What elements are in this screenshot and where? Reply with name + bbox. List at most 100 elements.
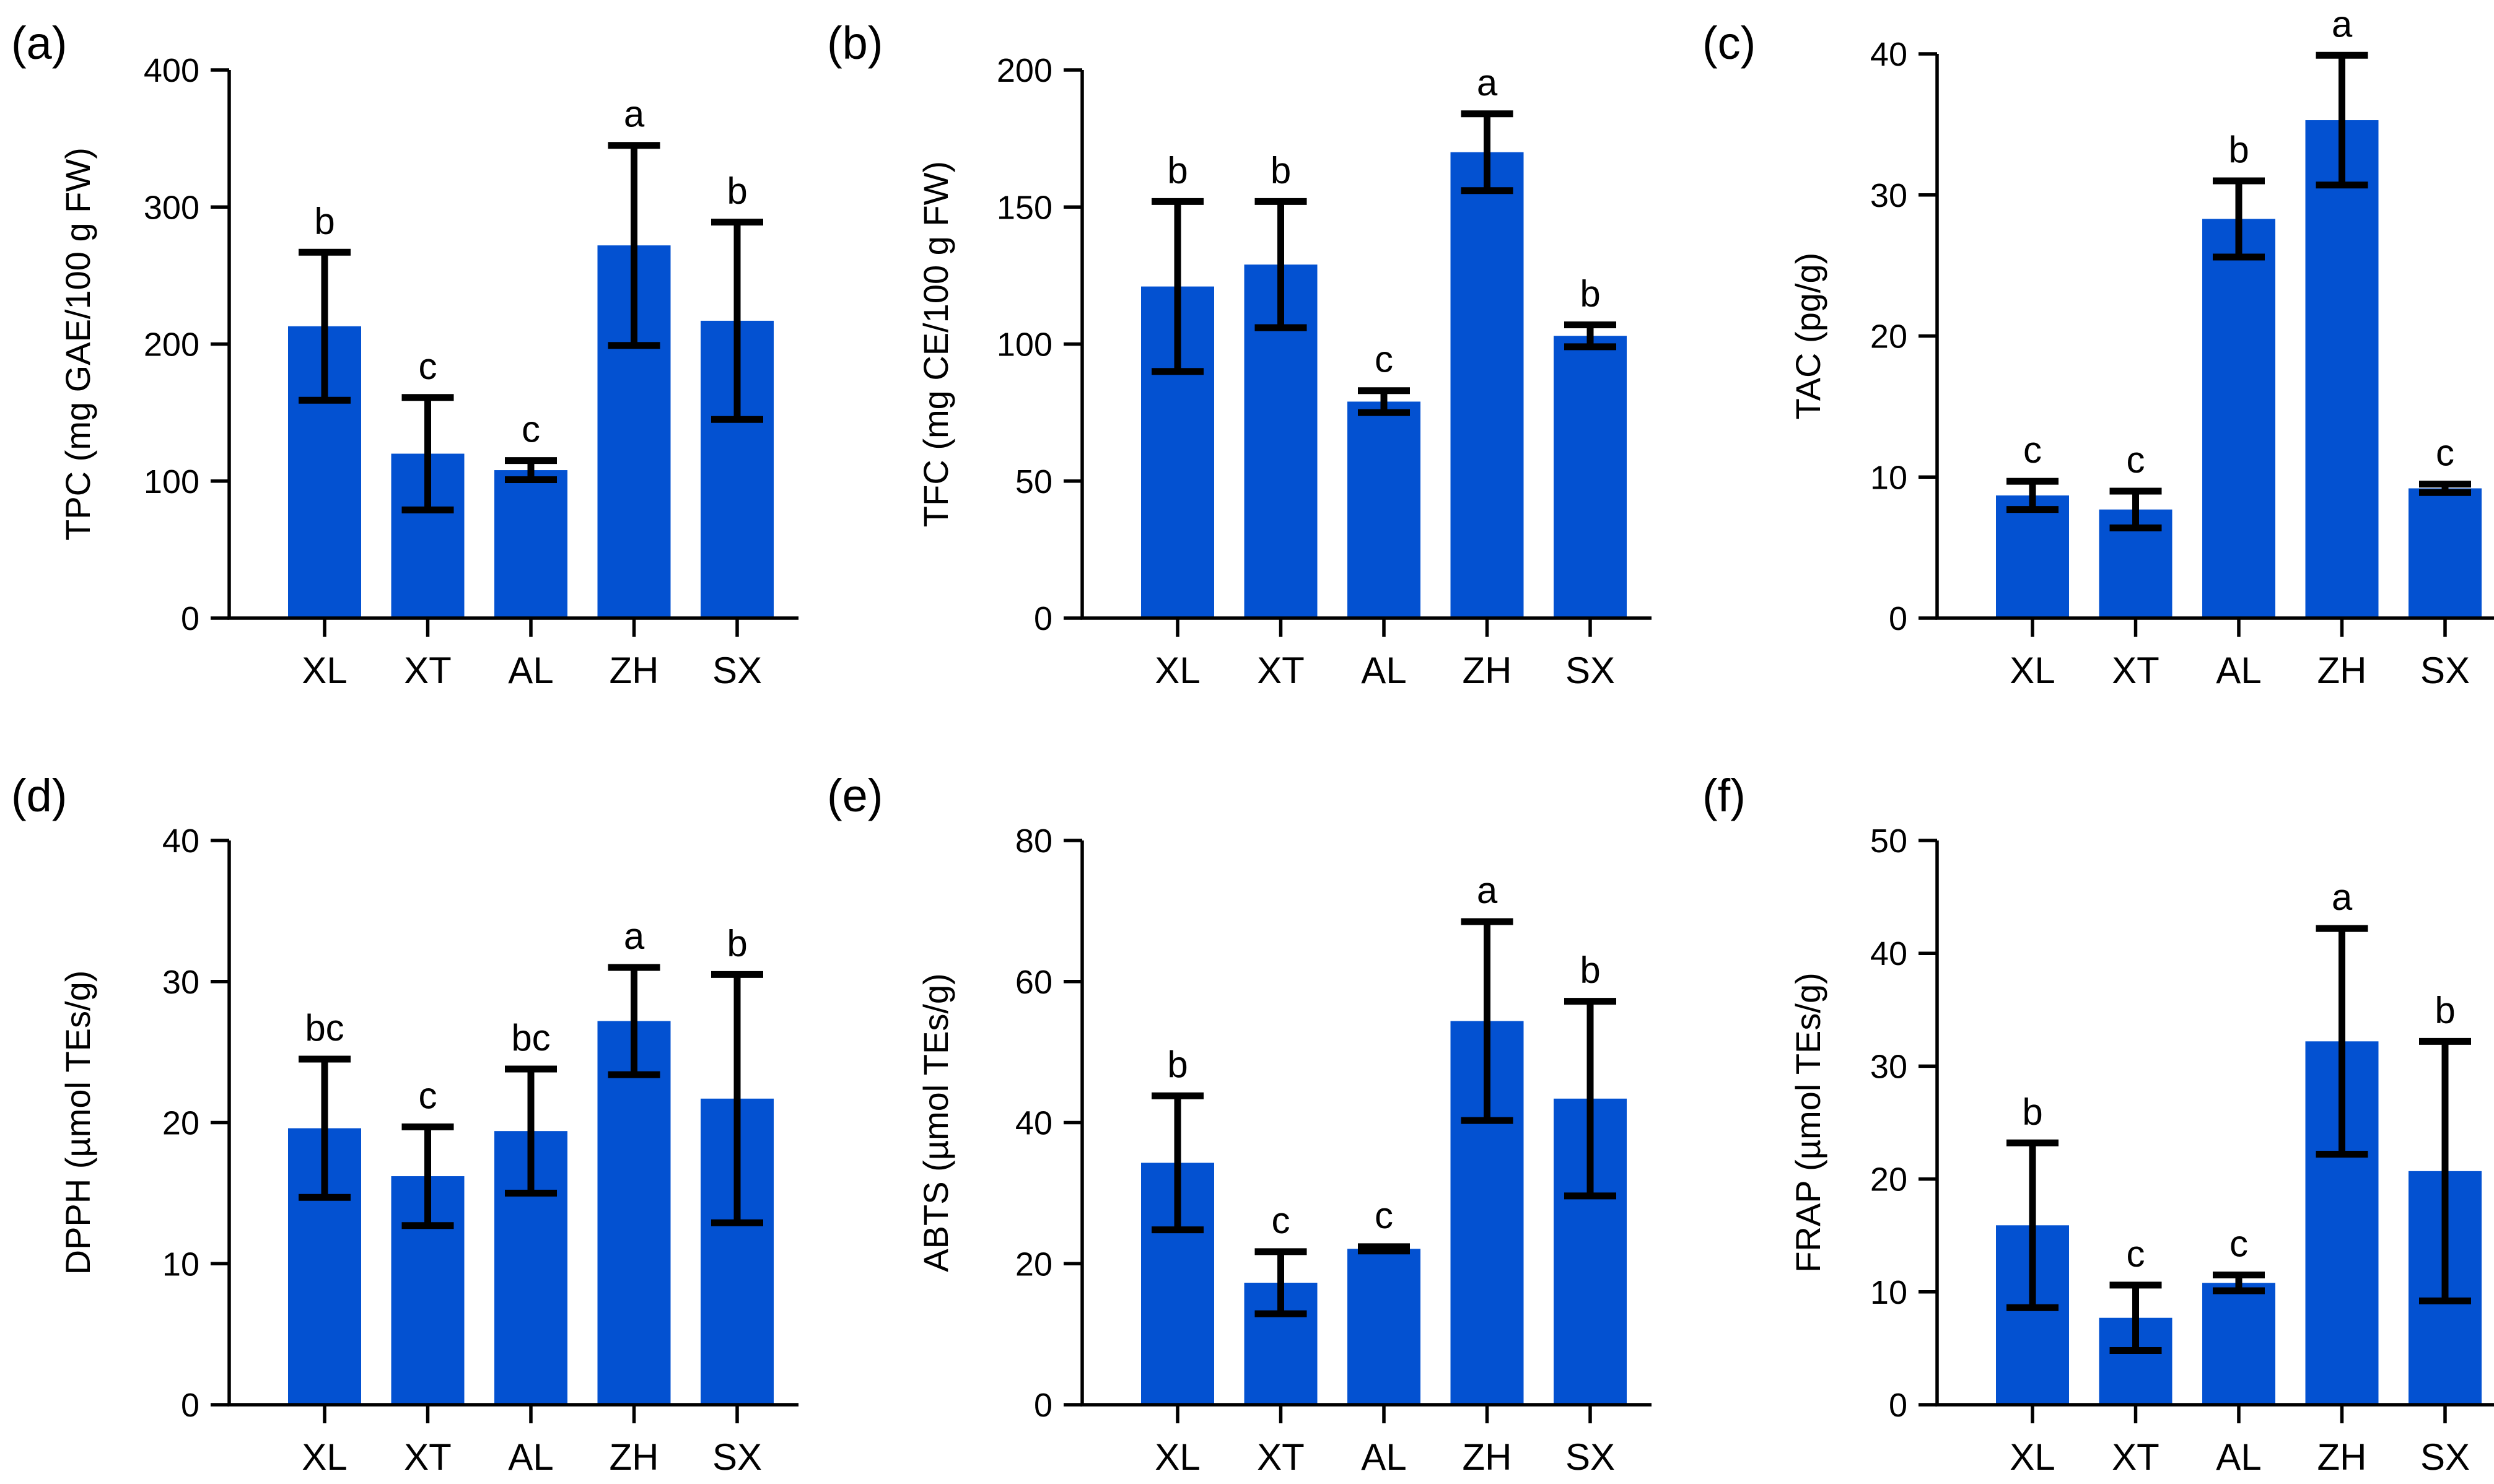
error-bar-ZH: [1461, 918, 1513, 1124]
axes: [227, 840, 799, 1407]
significance-label: c: [2436, 432, 2454, 474]
error-bar-XL: [2006, 478, 2059, 513]
significance-label: c: [2127, 439, 2145, 481]
significance-label: b: [727, 170, 747, 212]
y-axis-label: DPPH (µmol TEs/g): [58, 971, 97, 1275]
significance-label: a: [1477, 870, 1498, 911]
significance-label: a: [1477, 62, 1498, 103]
error-bar-XT: [1254, 1248, 1307, 1317]
significance-label: c: [1375, 1195, 1393, 1236]
x-tick-label: XT: [2112, 650, 2159, 691]
bar-AL: [1347, 401, 1420, 618]
x-tick-label: SX: [2420, 650, 2470, 691]
y-tick-label: 0: [1034, 1387, 1052, 1424]
significance-label: c: [1375, 339, 1393, 380]
significance-label: b: [1580, 949, 1600, 991]
error-bar-AL: [1358, 387, 1410, 416]
significance-label: c: [522, 409, 540, 450]
significance-label: b: [2022, 1091, 2042, 1132]
error-bar-XL: [1152, 198, 1204, 375]
x-tick-label: SX: [1565, 1436, 1615, 1478]
bar-ZH: [597, 1021, 671, 1405]
error-bar-AL: [1358, 1243, 1410, 1255]
y-tick-label: 20: [162, 1105, 199, 1142]
x-tick-label: ZH: [2317, 650, 2367, 691]
significance-label: bc: [305, 1007, 344, 1049]
x-tick-label: SX: [712, 650, 762, 691]
axes: [1080, 70, 1652, 620]
significance-label: a: [2332, 876, 2353, 918]
y-tick-label: 30: [1870, 1048, 1907, 1085]
significance-label: b: [1271, 149, 1291, 191]
bar-AL: [2202, 1283, 2275, 1405]
significance-label: c: [419, 1075, 437, 1116]
y-tick-label: 40: [1870, 935, 1907, 972]
panel-letter: (c): [1702, 17, 1756, 69]
x-tick-label: AL: [2216, 650, 2261, 691]
error-bar-ZH: [2316, 925, 2368, 1158]
y-axis-label: TFC (mg CE/100 g FW): [916, 161, 955, 527]
x-tick-label: AL: [1361, 1436, 1406, 1478]
axes: [1935, 54, 2494, 620]
y-tick-label: 40: [1870, 36, 1907, 73]
x-tick-label: XT: [404, 650, 452, 691]
error-bar-XT: [401, 394, 454, 513]
panel-letter: (b): [827, 17, 883, 69]
bar-AL: [1347, 1249, 1420, 1405]
y-tick-label: 30: [162, 964, 199, 1001]
error-bar-XT: [2109, 1281, 2162, 1355]
error-bar-ZH: [608, 142, 660, 349]
significance-label: a: [624, 94, 645, 135]
bar-AL: [494, 470, 567, 618]
significance-label: b: [314, 200, 335, 242]
error-bar-AL: [505, 1065, 557, 1197]
y-tick-label: 60: [1015, 964, 1052, 1001]
x-tick-label: SX: [712, 1436, 762, 1478]
error-bar-XT: [2109, 487, 2162, 531]
y-tick-label: 100: [997, 326, 1052, 364]
y-tick-label: 10: [1870, 1274, 1907, 1311]
chart-panel-e: (e) ABTS (µmol TEs/g) b XL c XT c AL a ZH b SX 0 20 40…: [827, 770, 1652, 1478]
chart-panel-b: (b) TFC (mg CE/100 g FW) b XL b XT c AL a ZH b SX 0 5…: [827, 17, 1652, 691]
y-axis-label: TPC (mg GAE/100 g FW): [58, 147, 97, 541]
bar-XL: [1996, 495, 2069, 618]
x-tick-label: XT: [2112, 1436, 2159, 1478]
x-tick-label: AL: [508, 650, 553, 691]
chart-panel-c: (c) TAC (pg/g) c XL c XT b AL a ZH c SX 0 10 20 30 40: [1702, 3, 2494, 691]
bar-ZH: [1450, 152, 1524, 618]
y-axis-label: FRAP (µmol TEs/g): [1788, 972, 1827, 1273]
x-tick-label: AL: [508, 1436, 553, 1478]
x-tick-label: SX: [2420, 1436, 2470, 1478]
x-tick-label: XT: [1257, 650, 1305, 691]
error-bar-ZH: [1461, 110, 1513, 194]
x-tick-label: XL: [2010, 650, 2055, 691]
y-tick-label: 20: [1870, 1161, 1907, 1198]
panel-letter: (f): [1702, 770, 1746, 821]
y-tick-label: 30: [1870, 177, 1907, 214]
significance-label: b: [1167, 1044, 1188, 1085]
y-tick-label: 200: [997, 52, 1052, 89]
error-bar-XL: [1152, 1092, 1204, 1234]
y-tick-label: 10: [162, 1246, 199, 1283]
x-tick-label: XT: [1257, 1436, 1305, 1478]
y-tick-label: 200: [144, 326, 199, 364]
bar-SX: [1554, 336, 1627, 618]
bar-SX: [2409, 488, 2482, 618]
y-tick-label: 40: [1015, 1105, 1052, 1142]
x-tick-label: ZH: [2317, 1436, 2367, 1478]
x-tick-label: XT: [404, 1436, 452, 1478]
y-tick-label: 80: [1015, 823, 1052, 860]
y-tick-label: 20: [1015, 1246, 1052, 1283]
axes: [1935, 840, 2494, 1407]
x-tick-label: AL: [2216, 1436, 2261, 1478]
error-bar-SX: [2419, 1037, 2471, 1304]
error-bar-XT: [1254, 198, 1307, 331]
significance-label: c: [2127, 1233, 2145, 1275]
y-tick-label: 0: [181, 600, 199, 637]
y-tick-label: 40: [162, 823, 199, 860]
error-bar-ZH: [2316, 51, 2368, 189]
y-axis-label: ABTS (µmol TEs/g): [916, 973, 955, 1272]
significance-label: a: [2332, 3, 2353, 45]
significance-label: b: [1167, 149, 1188, 191]
